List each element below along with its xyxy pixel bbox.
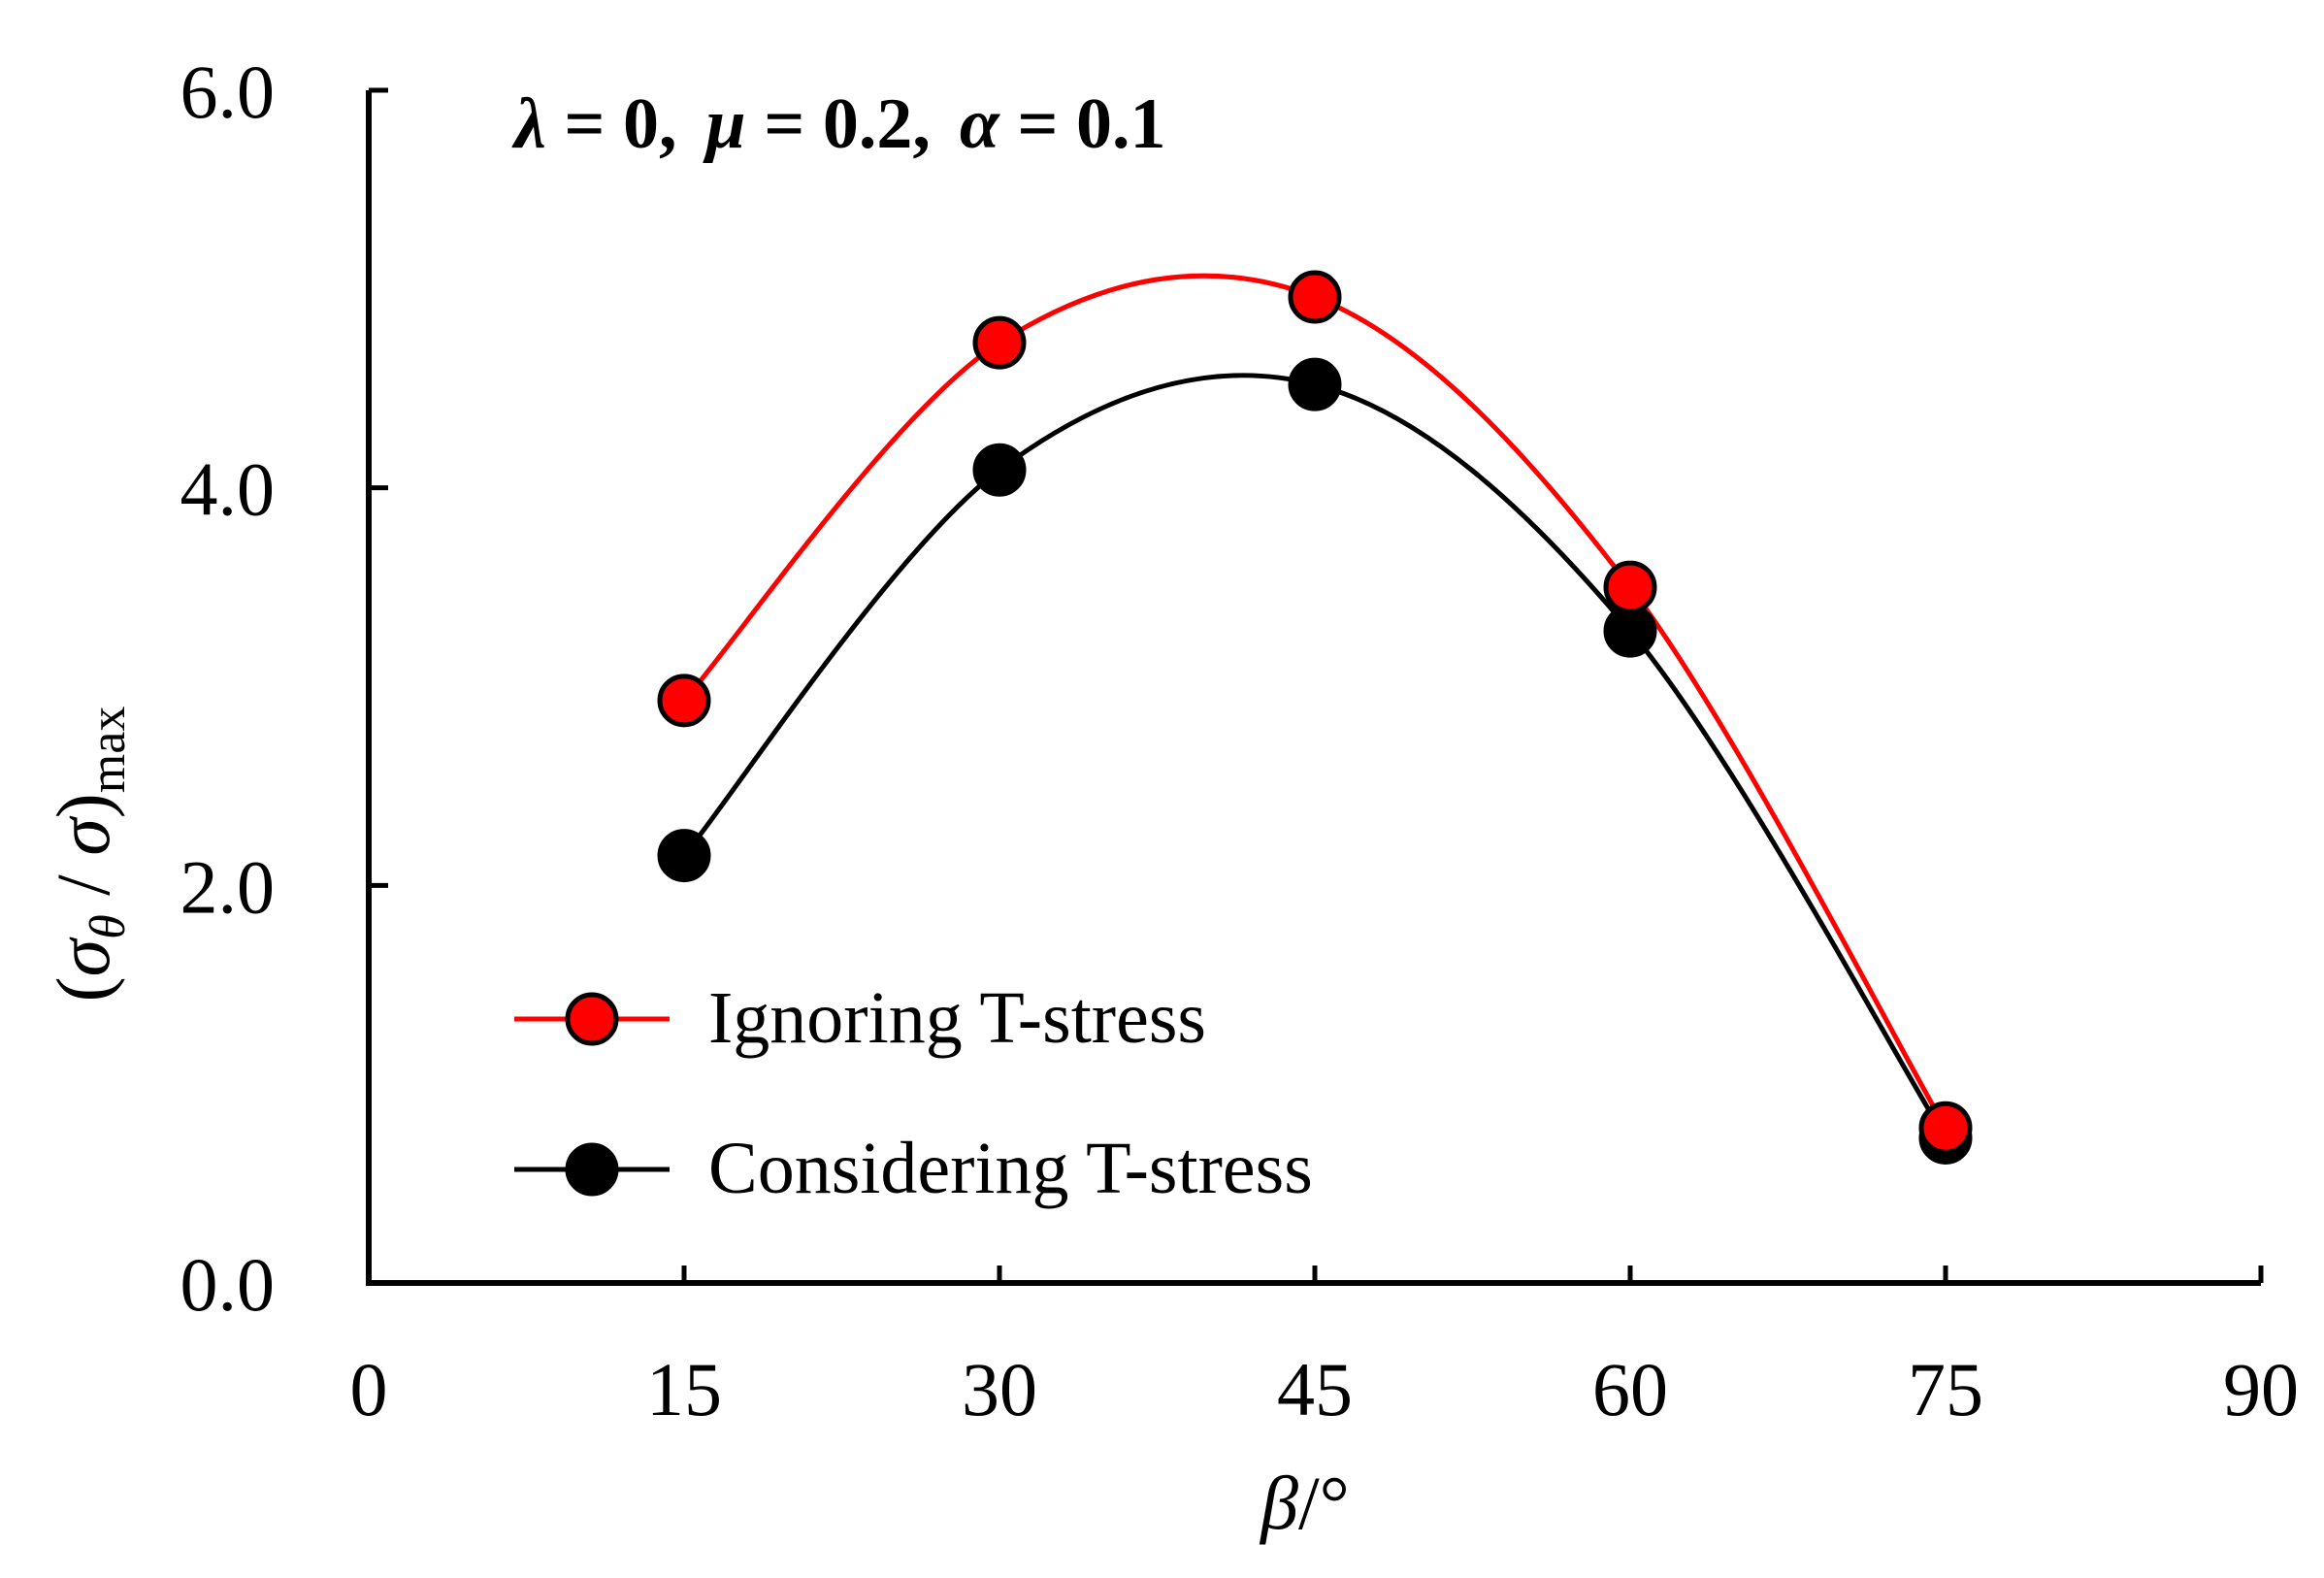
legend: Ignoring T-stress Considering T-stress <box>514 977 1313 1209</box>
legend-label-considering: Considering T-stress <box>708 1128 1313 1209</box>
data-point-ignoring <box>657 674 711 728</box>
y-tick-label: 6.0 <box>180 49 276 134</box>
x-tick-label: 60 <box>1592 1347 1668 1431</box>
data-point-ignoring <box>1918 1101 1973 1155</box>
y-label-sub-max: max <box>81 707 136 794</box>
legend-marker-ignoring <box>565 992 619 1046</box>
y-label-close: ) <box>41 793 125 818</box>
data-point-considering <box>972 443 1027 497</box>
x-label-beta: β <box>1259 1461 1298 1545</box>
data-point-considering <box>657 829 711 883</box>
y-tick-label: 4.0 <box>180 447 276 532</box>
lambda-symbol: λ <box>511 84 546 164</box>
y-label-sigma-theta: σ <box>41 937 125 976</box>
y-label-sigma: σ <box>41 816 125 856</box>
x-tick-label: 45 <box>1277 1347 1353 1431</box>
mu-value: = 0.2, <box>746 84 931 164</box>
data-point-considering <box>1603 604 1657 658</box>
x-axis-label: β/° <box>1259 1461 1350 1545</box>
y-label-open: ( <box>41 976 125 1002</box>
legend-label-ignoring: Ignoring T-stress <box>708 977 1206 1059</box>
y-axis-label: (σθ / σ)max <box>41 707 136 1003</box>
x-tick-label: 90 <box>2223 1347 2299 1431</box>
x-tick-label: 15 <box>646 1347 722 1431</box>
x-tick-label: 75 <box>1908 1347 1983 1431</box>
y-label-sub-theta: θ <box>81 914 136 939</box>
x-tick-label: 0 <box>350 1347 388 1431</box>
lambda-value: = 0, <box>546 84 677 164</box>
series-line-ignoring <box>682 273 1948 1130</box>
alpha-symbol: α <box>960 84 1000 164</box>
data-point-ignoring <box>1603 560 1657 614</box>
parameter-annotation: λ = 0, μ = 0.2, α = 0.1 <box>511 84 1165 164</box>
data-point-considering <box>1288 357 1342 411</box>
mu-symbol: μ <box>703 84 746 164</box>
x-tick-label: 30 <box>962 1347 1037 1431</box>
data-point-ignoring <box>1288 270 1342 324</box>
y-label-slash: / <box>41 856 125 915</box>
data-point-ignoring <box>972 315 1027 370</box>
x-label-unit: /° <box>1298 1461 1350 1545</box>
y-tick-label: 2.0 <box>180 844 276 929</box>
y-tick-label: 0.0 <box>180 1242 276 1327</box>
legend-marker-considering <box>565 1142 619 1197</box>
alpha-value: = 0.1 <box>999 84 1166 164</box>
